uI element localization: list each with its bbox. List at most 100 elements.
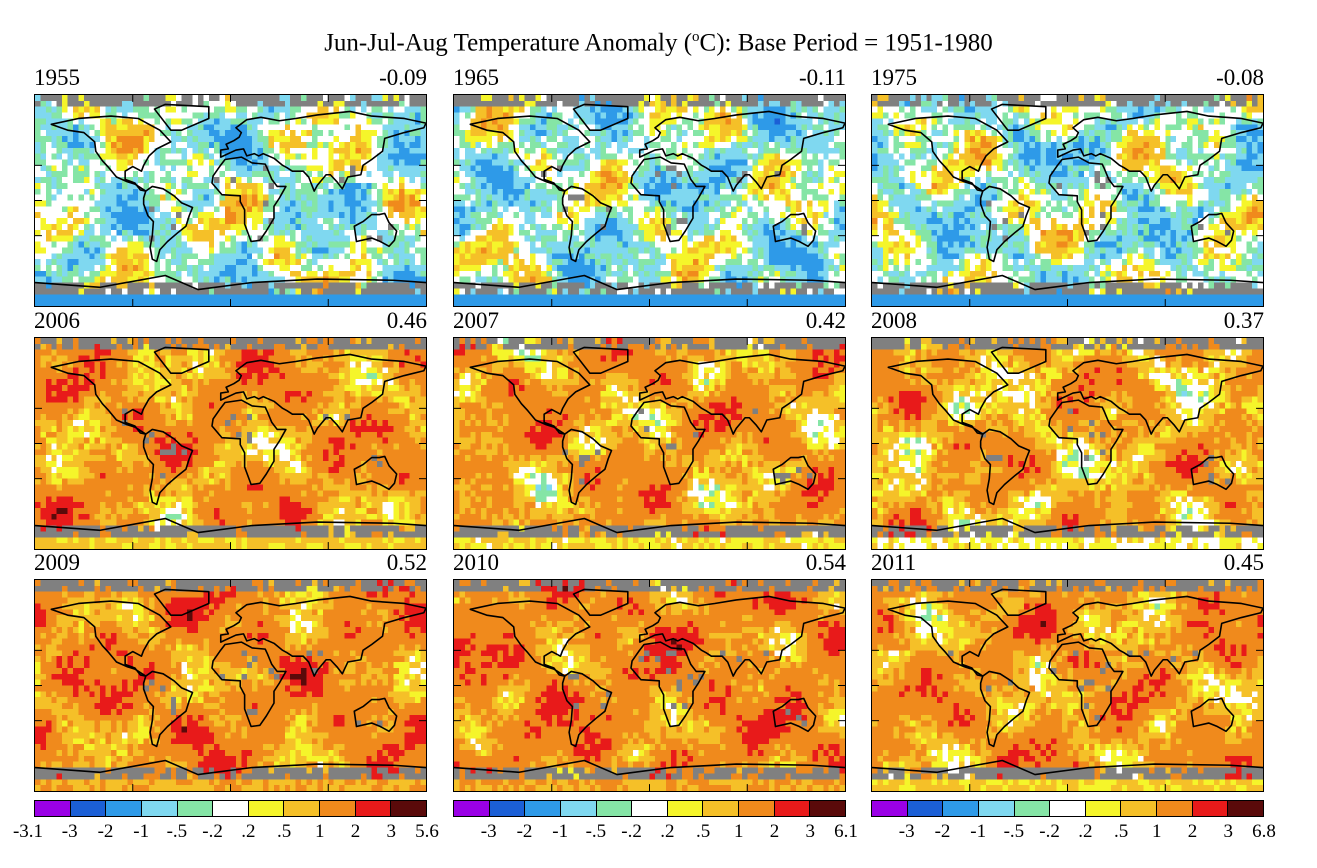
coastline: [211, 399, 287, 486]
coastline: [979, 428, 1031, 506]
map-panel-2006: 2006 0.46: [34, 308, 427, 550]
coastline: [50, 600, 172, 677]
coastline: [1056, 110, 1263, 192]
colorbar-tick-label: -.5: [167, 821, 188, 843]
coastline: [35, 759, 426, 776]
coastline: [142, 670, 194, 748]
coastline: [50, 115, 172, 192]
coastline: [219, 595, 426, 677]
colorbar-1: -3.1 -3 -2 -1 -.5 -.2 .2 .5 1 2 3 5.6: [13, 800, 439, 843]
map-tick-marks: [35, 580, 426, 791]
coastline: [469, 600, 591, 677]
colorbar-swatch: [739, 801, 775, 816]
coastline: [1190, 697, 1235, 733]
colorbar-3: -3 -2 -1 -.5 -.2 .2 .5 1 2 3 6.8: [871, 800, 1276, 843]
map-panel-2007: 2007 0.42: [453, 308, 846, 550]
colorbar-tick-label: -1: [133, 821, 149, 843]
map-panel-2009: 2009 0.52: [34, 550, 427, 792]
anomaly-map-canvas: [35, 95, 426, 306]
colorbar-swatch: [106, 801, 142, 816]
coastline: [572, 588, 629, 616]
colorbar-swatch: [213, 801, 249, 816]
anomaly-map-canvas: [872, 580, 1263, 791]
colorbar-swatch: [632, 801, 668, 816]
colorbar-ticks: -3.1 -3 -2 -1 -.5 -.2 .2 .5 1 2 3 5.6: [13, 817, 439, 843]
colorbar-swatch: [907, 801, 944, 816]
colorbar-swatch: [810, 801, 846, 816]
coastline: [572, 346, 629, 374]
colorbar-tick-label: .5: [1114, 821, 1128, 843]
anomaly-map-canvas: [872, 95, 1263, 306]
coastline: [1048, 156, 1124, 243]
coastline: [142, 428, 194, 506]
panel-header: 2009 0.52: [34, 550, 427, 576]
coastlines: [454, 103, 845, 291]
anomaly-grid-cells: [35, 338, 426, 549]
panel-global-mean-label: 0.54: [806, 550, 846, 576]
coastline: [561, 428, 613, 506]
colorbar-tick-label: 2: [770, 821, 780, 843]
panel-year-label: 1975: [871, 65, 917, 91]
coastline: [1190, 212, 1235, 248]
panel-header: 2006 0.46: [34, 308, 427, 334]
panel-global-mean-label: -0.09: [379, 65, 427, 91]
anomaly-map-canvas: [35, 338, 426, 549]
coastline: [772, 212, 817, 248]
coastline: [1190, 455, 1235, 491]
coastline: [469, 115, 591, 192]
coastline: [1056, 353, 1263, 435]
coastline: [990, 346, 1047, 374]
panel-global-mean-label: 0.46: [387, 308, 427, 334]
colorbar-tick-label: 5.6: [415, 821, 439, 843]
colorbar-tick-label: .2: [1078, 821, 1092, 843]
colorbar-swatch: [1192, 801, 1229, 816]
colorbar-tick-label: .5: [277, 821, 291, 843]
title-text-end: C): Base Period = 1951-1980: [700, 29, 993, 56]
anomaly-map-canvas: [454, 95, 845, 306]
anomaly-map: [453, 579, 846, 792]
anomaly-map: [871, 579, 1264, 792]
panel-global-mean-label: -0.08: [1216, 65, 1264, 91]
colorbar-swatch: [1050, 801, 1086, 816]
coastline: [353, 697, 398, 733]
map-tick-marks: [35, 95, 426, 306]
panel-header: 2007 0.42: [453, 308, 846, 334]
colorbar-tick-label: 1: [315, 821, 325, 843]
panel-year-label: 1965: [453, 65, 499, 91]
coastline: [990, 103, 1047, 131]
colorbar-swatch: [1228, 801, 1264, 816]
coastline: [153, 346, 210, 374]
panel-global-mean-label: 0.37: [1224, 308, 1264, 334]
panel-header: 2008 0.37: [871, 308, 1264, 334]
coastline: [454, 759, 845, 776]
map-panel-1975: 1975 -0.08: [871, 65, 1264, 307]
anomaly-grid-cells: [872, 95, 1263, 306]
colorbar-tick-label: -3: [481, 821, 497, 843]
panel-year-label: 2007: [453, 308, 499, 334]
colorbar-ticks: -3 -2 -1 -.5 -.2 .2 .5 1 2 3 6.8: [871, 817, 1276, 843]
coastlines: [454, 588, 845, 776]
coastline: [153, 103, 210, 131]
panel-year-label: 2006: [34, 308, 80, 334]
panel-year-label: 1955: [34, 65, 80, 91]
colorbar-tick-label: 2: [351, 821, 361, 843]
colorbar-swatch: [141, 801, 178, 816]
coastline: [872, 274, 1263, 291]
colorbar-tick-label: 2: [1188, 821, 1198, 843]
map-panel-1955: 1955 -0.09: [34, 65, 427, 307]
colorbar-tick-label: 3: [387, 821, 397, 843]
anomaly-map: [34, 579, 427, 792]
colorbar-swatch: [596, 801, 633, 816]
colorbar-swatch: [454, 801, 490, 816]
anomaly-map: [453, 94, 846, 307]
map-tick-marks: [872, 580, 1263, 791]
coastline: [979, 185, 1031, 263]
colorbar-swatch: [525, 801, 561, 816]
coastlines: [872, 103, 1263, 291]
degree-superscript: o: [692, 29, 700, 45]
anomaly-map-canvas: [454, 580, 845, 791]
colorbar-tick-label: .2: [660, 821, 674, 843]
coastline: [638, 353, 845, 435]
coastline: [872, 517, 1263, 534]
colorbar-swatch: [489, 801, 526, 816]
